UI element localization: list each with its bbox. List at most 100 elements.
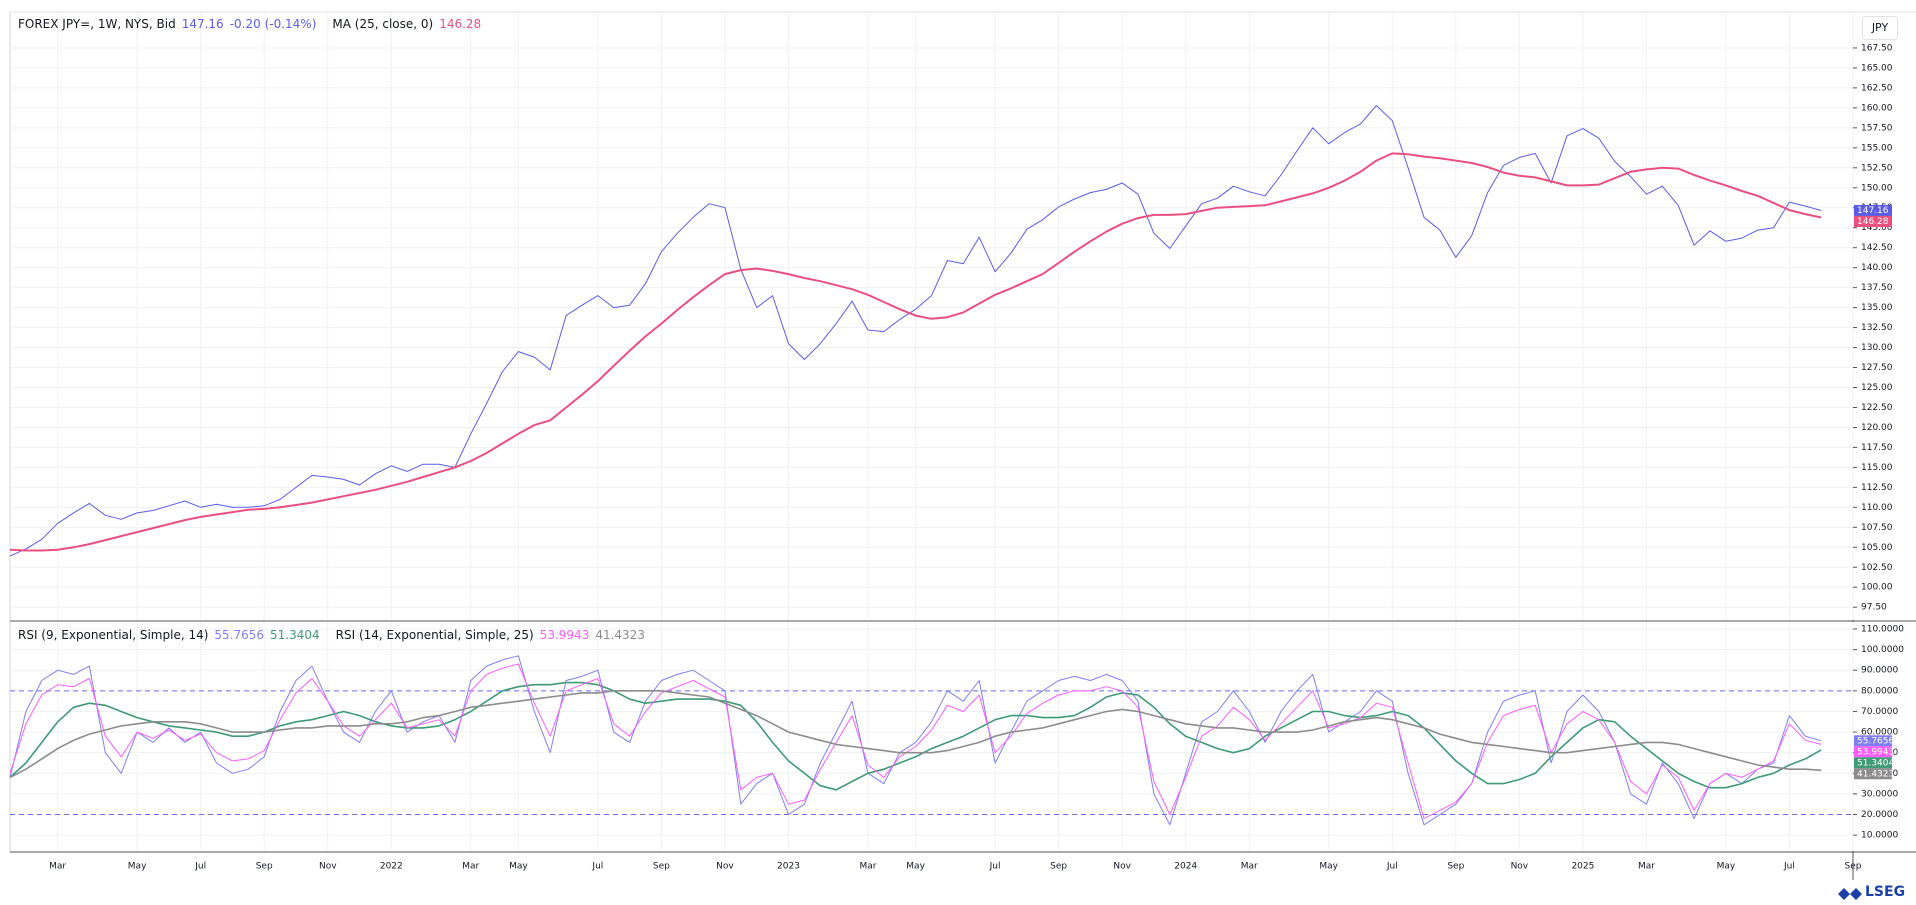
x-tick-label: Jul [591, 862, 603, 872]
y-tick-label: 130.00 [1861, 343, 1893, 353]
series-line [9, 681, 1822, 791]
y-tick-label: 157.50 [1861, 123, 1893, 133]
x-tick-label: Sep [256, 862, 273, 872]
y-tick-label: 152.50 [1861, 163, 1893, 173]
series-line [9, 105, 1822, 557]
y-tick-label: 80.0000 [1861, 686, 1898, 696]
y-tick-label: 145.00 [1861, 223, 1893, 233]
y-tick-label: 140.00 [1861, 263, 1893, 273]
x-tick-label: Jul [989, 862, 1001, 872]
y-tick-label: 100.0000 [1861, 645, 1904, 655]
y-tick-label: 20.0000 [1861, 810, 1898, 820]
price-legend: FOREX JPY=, 1W, NYS, Bid 147.16 -0.20 (-0.… [18, 17, 487, 31]
x-tick-label: 2025 [1571, 862, 1594, 872]
y-tick-label: 132.50 [1861, 323, 1893, 333]
last-value-badge [1854, 757, 1892, 769]
y-tick-label: 142.50 [1861, 243, 1893, 253]
last-value-badge [1854, 204, 1892, 216]
x-tick-label: May [509, 862, 528, 872]
y-tick-label: 90.0000 [1861, 666, 1898, 676]
last-value-label: 53.9943 [1857, 747, 1894, 757]
y-tick-label: 165.00 [1861, 63, 1893, 73]
logo: LSEG [1865, 884, 1906, 900]
y-tick-label: 122.50 [1861, 403, 1893, 413]
y-tick-label: 127.50 [1861, 363, 1893, 373]
x-tick-label: Mar [1241, 862, 1258, 872]
x-tick-label: Nov [1511, 862, 1529, 872]
last-value: 55.7656 [214, 628, 265, 642]
x-tick-label: Mar [462, 862, 479, 872]
last-value: 53.9943 [539, 628, 590, 642]
y-tick-label: 137.50 [1861, 283, 1893, 293]
x-tick-label: 2024 [1174, 862, 1197, 872]
x-tick-label: Sep [1447, 862, 1464, 872]
y-tick-label: 150.00 [1861, 183, 1893, 193]
last-value-badge [1854, 768, 1892, 780]
last-value-label: 146.28 [1857, 217, 1889, 227]
y-tick-label: 100.00 [1861, 583, 1893, 593]
y-tick-label: 105.00 [1861, 543, 1893, 553]
x-tick-label: Jul [1783, 862, 1795, 872]
logo-icon [1838, 888, 1862, 900]
x-tick-label: Sep [653, 862, 670, 872]
y-tick-label: 30.0000 [1861, 789, 1898, 799]
last-value-badge [1854, 746, 1892, 758]
x-tick-label: Sep [1845, 862, 1862, 872]
x-tick-label: Mar [1638, 862, 1655, 872]
series-name: MA (25, close, 0) [332, 17, 434, 31]
x-tick-label: Jul [1386, 862, 1398, 872]
last-value-label: 55.7656 [1857, 736, 1894, 746]
last-value-label: 147.16 [1857, 206, 1889, 216]
x-tick-label: May [1319, 862, 1338, 872]
y-tick-label: 107.50 [1861, 523, 1893, 533]
y-tick-label: 162.50 [1861, 83, 1893, 93]
y-tick-label: 60.0000 [1861, 728, 1898, 738]
series-line [9, 690, 1822, 779]
y-tick-label: 112.50 [1861, 483, 1893, 493]
x-tick-label: Sep [1050, 862, 1067, 872]
plot [9, 105, 1853, 826]
y-tick-label: 110.0000 [1861, 625, 1904, 635]
last-value-label: 41.4323 [1857, 769, 1894, 779]
axes: Mar May Jul Sep Nov 2022 Mar May Jul Sep Nov 2023 Ma… [49, 43, 1904, 871]
y-tick-label: 97.50 [1861, 603, 1887, 613]
y-tick-label: 120.00 [1861, 423, 1893, 433]
x-tick-label: Nov [1113, 862, 1131, 872]
y-tick-label: 115.00 [1861, 463, 1893, 473]
series-line [9, 663, 1822, 820]
y-tick-label: 117.50 [1861, 443, 1893, 453]
x-tick-label: 2023 [777, 862, 800, 872]
y-tick-label: 70.0000 [1861, 707, 1898, 717]
y-tick-label: 160.00 [1861, 103, 1893, 113]
last-value: 147.16 [181, 17, 224, 31]
series-line [9, 655, 1822, 826]
y-tick-label: 125.00 [1861, 383, 1893, 393]
x-tick-label: Nov [319, 862, 337, 872]
rsi-legend: RSI (9, Exponential, Simple, 14) 55.7656 5… [18, 628, 651, 642]
x-tick-label: May [128, 862, 147, 872]
x-tick-label: May [1717, 862, 1736, 872]
last-value: 146.28 [439, 17, 482, 31]
last-value-badge [1854, 735, 1892, 747]
x-tick-label: May [906, 862, 925, 872]
currency-button[interactable]: JPY [1862, 16, 1898, 40]
y-tick-label: 10.0000 [1861, 831, 1898, 841]
grid [10, 12, 1854, 851]
y-tick-label: 135.00 [1861, 303, 1893, 313]
series-name: RSI (9, Exponential, Simple, 14) [18, 628, 209, 642]
series-name: FOREX JPY=, 1W, NYS, Bid [18, 17, 176, 31]
series-line [9, 152, 1822, 552]
x-tick-label: Mar [859, 862, 876, 872]
x-tick-label: Jul [194, 862, 206, 872]
last-value-label: 51.3404 [1857, 758, 1894, 768]
x-tick-label: Mar [49, 862, 66, 872]
series-name: RSI (14, Exponential, Simple, 25) [335, 628, 534, 642]
y-tick-label: 155.00 [1861, 143, 1893, 153]
last-value: 51.3404 [270, 628, 320, 642]
change: -0.20 (-0.14%) [229, 17, 317, 31]
x-tick-label: 2022 [380, 862, 403, 872]
y-tick-label: 110.00 [1861, 503, 1893, 513]
x-tick-label: Nov [716, 862, 734, 872]
